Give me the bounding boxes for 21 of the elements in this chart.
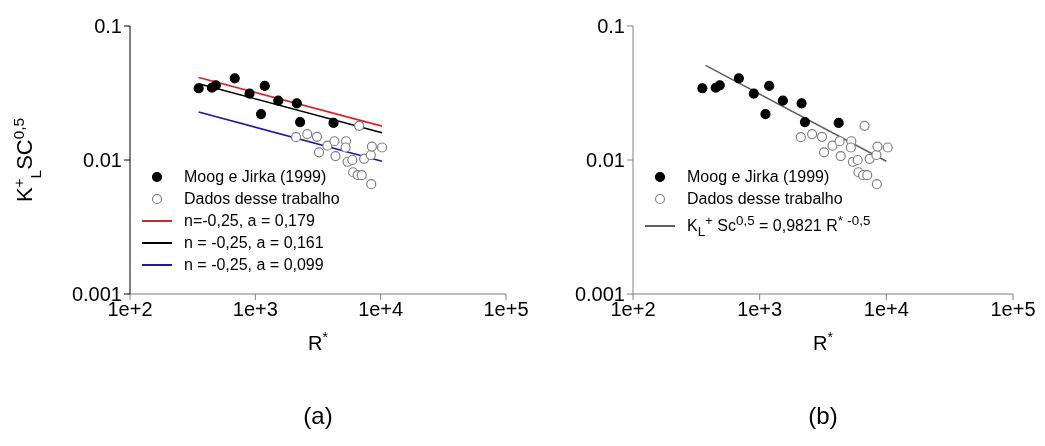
x-tick-label: 1e+5 bbox=[483, 298, 529, 321]
legend-label: Moog e Jirka (1999) bbox=[687, 167, 830, 187]
legend-label: Dados desse trabalho bbox=[184, 189, 340, 209]
x-tick-label: 1e+3 bbox=[737, 298, 783, 321]
x-axis-title: R$^{*}$ bbox=[308, 329, 329, 354]
text: (b) bbox=[807, 402, 839, 430]
x-tick-label: 1e+3 bbox=[232, 298, 278, 321]
y-tick-label: 0.01 bbox=[586, 149, 625, 172]
x-tick-label: 1e+5 bbox=[990, 298, 1036, 321]
legend-label: Moog e Jirka (1999) bbox=[184, 167, 327, 187]
legend-label: n=-0,25, a = 0,179 bbox=[184, 211, 315, 231]
x-tick-label: 1e+4 bbox=[863, 298, 909, 321]
x-tick-label: 1e+4 bbox=[358, 298, 404, 321]
y-tick-label: 0.1 bbox=[597, 15, 625, 38]
y-tick-label: 0.1 bbox=[94, 15, 122, 38]
legend-label: Dados desse trabalho bbox=[687, 189, 843, 209]
x-axis-title: R$^{*}$ bbox=[813, 329, 834, 354]
legend-label: n = -0,25, a = 0,161 bbox=[184, 233, 324, 253]
legend-label: n = -0,25, a = 0,099 bbox=[184, 255, 324, 275]
text: (a) bbox=[302, 402, 334, 430]
y-tick-label: 0.01 bbox=[83, 149, 122, 172]
